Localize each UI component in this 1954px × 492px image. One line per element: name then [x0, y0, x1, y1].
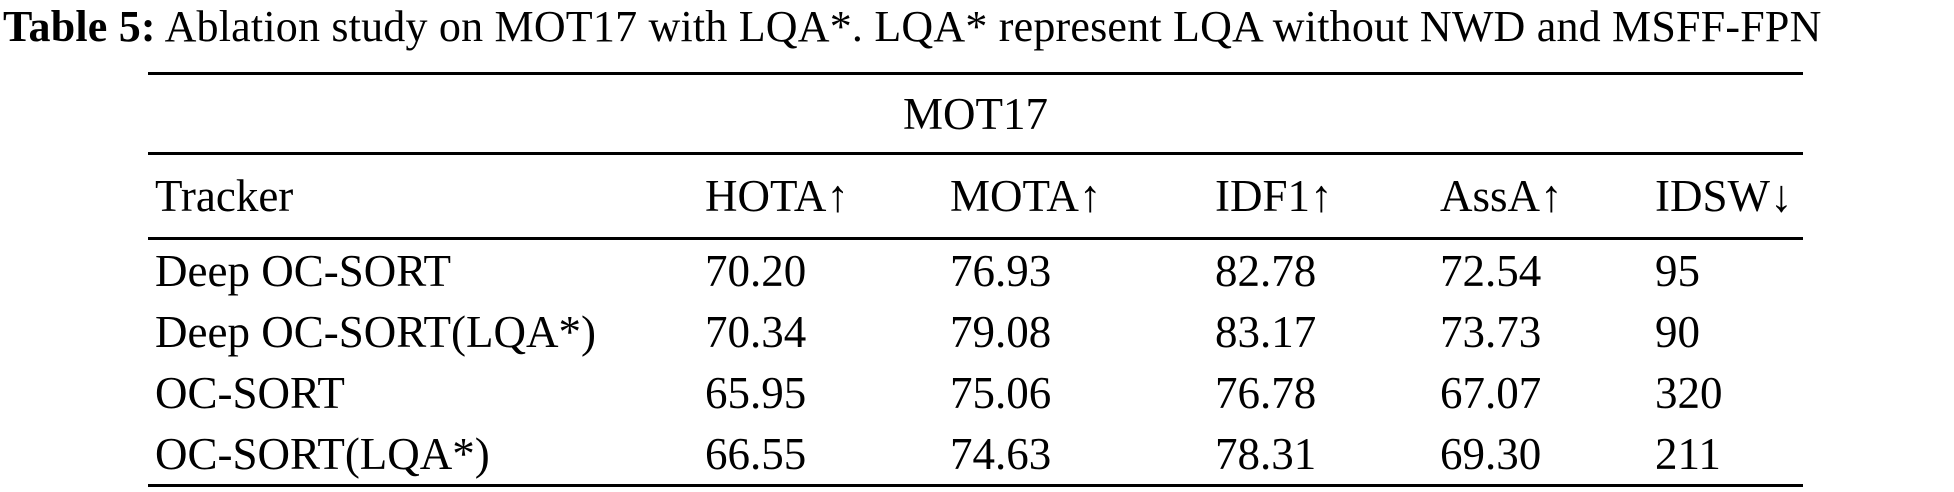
cell-assa: 69.30	[1440, 428, 1542, 479]
cell-mota: 79.08	[950, 306, 1052, 357]
cell-mota: 75.06	[950, 367, 1052, 418]
mid-rule-below-header	[148, 237, 1803, 240]
cell-hota: 70.20	[705, 245, 807, 296]
cell-hota: 65.95	[705, 367, 807, 418]
column-header-hota: HOTA↑	[705, 171, 849, 221]
table-row: OC-SORT(LQA*) 66.55 74.63 78.31 69.30 21…	[148, 423, 1803, 484]
column-header-assa: AssA↑	[1440, 171, 1563, 221]
cell-tracker: OC-SORT(LQA*)	[155, 428, 490, 479]
cell-idsw: 211	[1655, 428, 1721, 479]
cell-tracker: OC-SORT	[155, 367, 345, 418]
column-header-mota: MOTA↑	[950, 171, 1102, 221]
cell-assa: 72.54	[1440, 245, 1542, 296]
caption-text: Ablation study on MOT17 with LQA*. LQA* …	[155, 2, 1822, 51]
cell-tracker: Deep OC-SORT	[155, 245, 452, 296]
group-header-row: MOT17	[148, 75, 1803, 152]
table-caption: Table 5: Ablation study on MOT17 with LQ…	[3, 2, 1822, 51]
cell-tracker: Deep OC-SORT(LQA*)	[155, 306, 596, 357]
cell-idf1: 78.31	[1215, 428, 1317, 479]
cell-idsw: 95	[1655, 245, 1700, 296]
group-header-mot17: MOT17	[903, 88, 1048, 139]
cell-idsw: 90	[1655, 306, 1700, 357]
caption-label: Table 5:	[3, 2, 156, 51]
cell-assa: 73.73	[1440, 306, 1542, 357]
table-row: Deep OC-SORT 70.20 76.93 82.78 72.54 95	[148, 240, 1803, 301]
bottom-rule	[148, 484, 1803, 487]
cell-idf1: 82.78	[1215, 245, 1317, 296]
cell-idf1: 76.78	[1215, 367, 1317, 418]
cell-mota: 74.63	[950, 428, 1052, 479]
cell-assa: 67.07	[1440, 367, 1542, 418]
cell-hota: 66.55	[705, 428, 807, 479]
column-header-idf1: IDF1↑	[1215, 171, 1333, 221]
column-header-tracker: Tracker	[155, 171, 294, 221]
column-header-row: Tracker HOTA↑ MOTA↑ IDF1↑ AssA↑ IDSW↓	[148, 155, 1803, 237]
cell-idf1: 83.17	[1215, 306, 1317, 357]
cell-idsw: 320	[1655, 367, 1723, 418]
top-rule	[148, 72, 1803, 75]
mid-rule-above-header	[148, 152, 1803, 155]
table-row: Deep OC-SORT(LQA*) 70.34 79.08 83.17 73.…	[148, 301, 1803, 362]
table-row: OC-SORT 65.95 75.06 76.78 67.07 320	[148, 362, 1803, 423]
cell-hota: 70.34	[705, 306, 807, 357]
column-header-idsw: IDSW↓	[1655, 171, 1793, 221]
cell-mota: 76.93	[950, 245, 1052, 296]
ablation-results-table: MOT17 Tracker HOTA↑ MOTA↑ IDF1↑ AssA↑ ID…	[148, 72, 1803, 487]
